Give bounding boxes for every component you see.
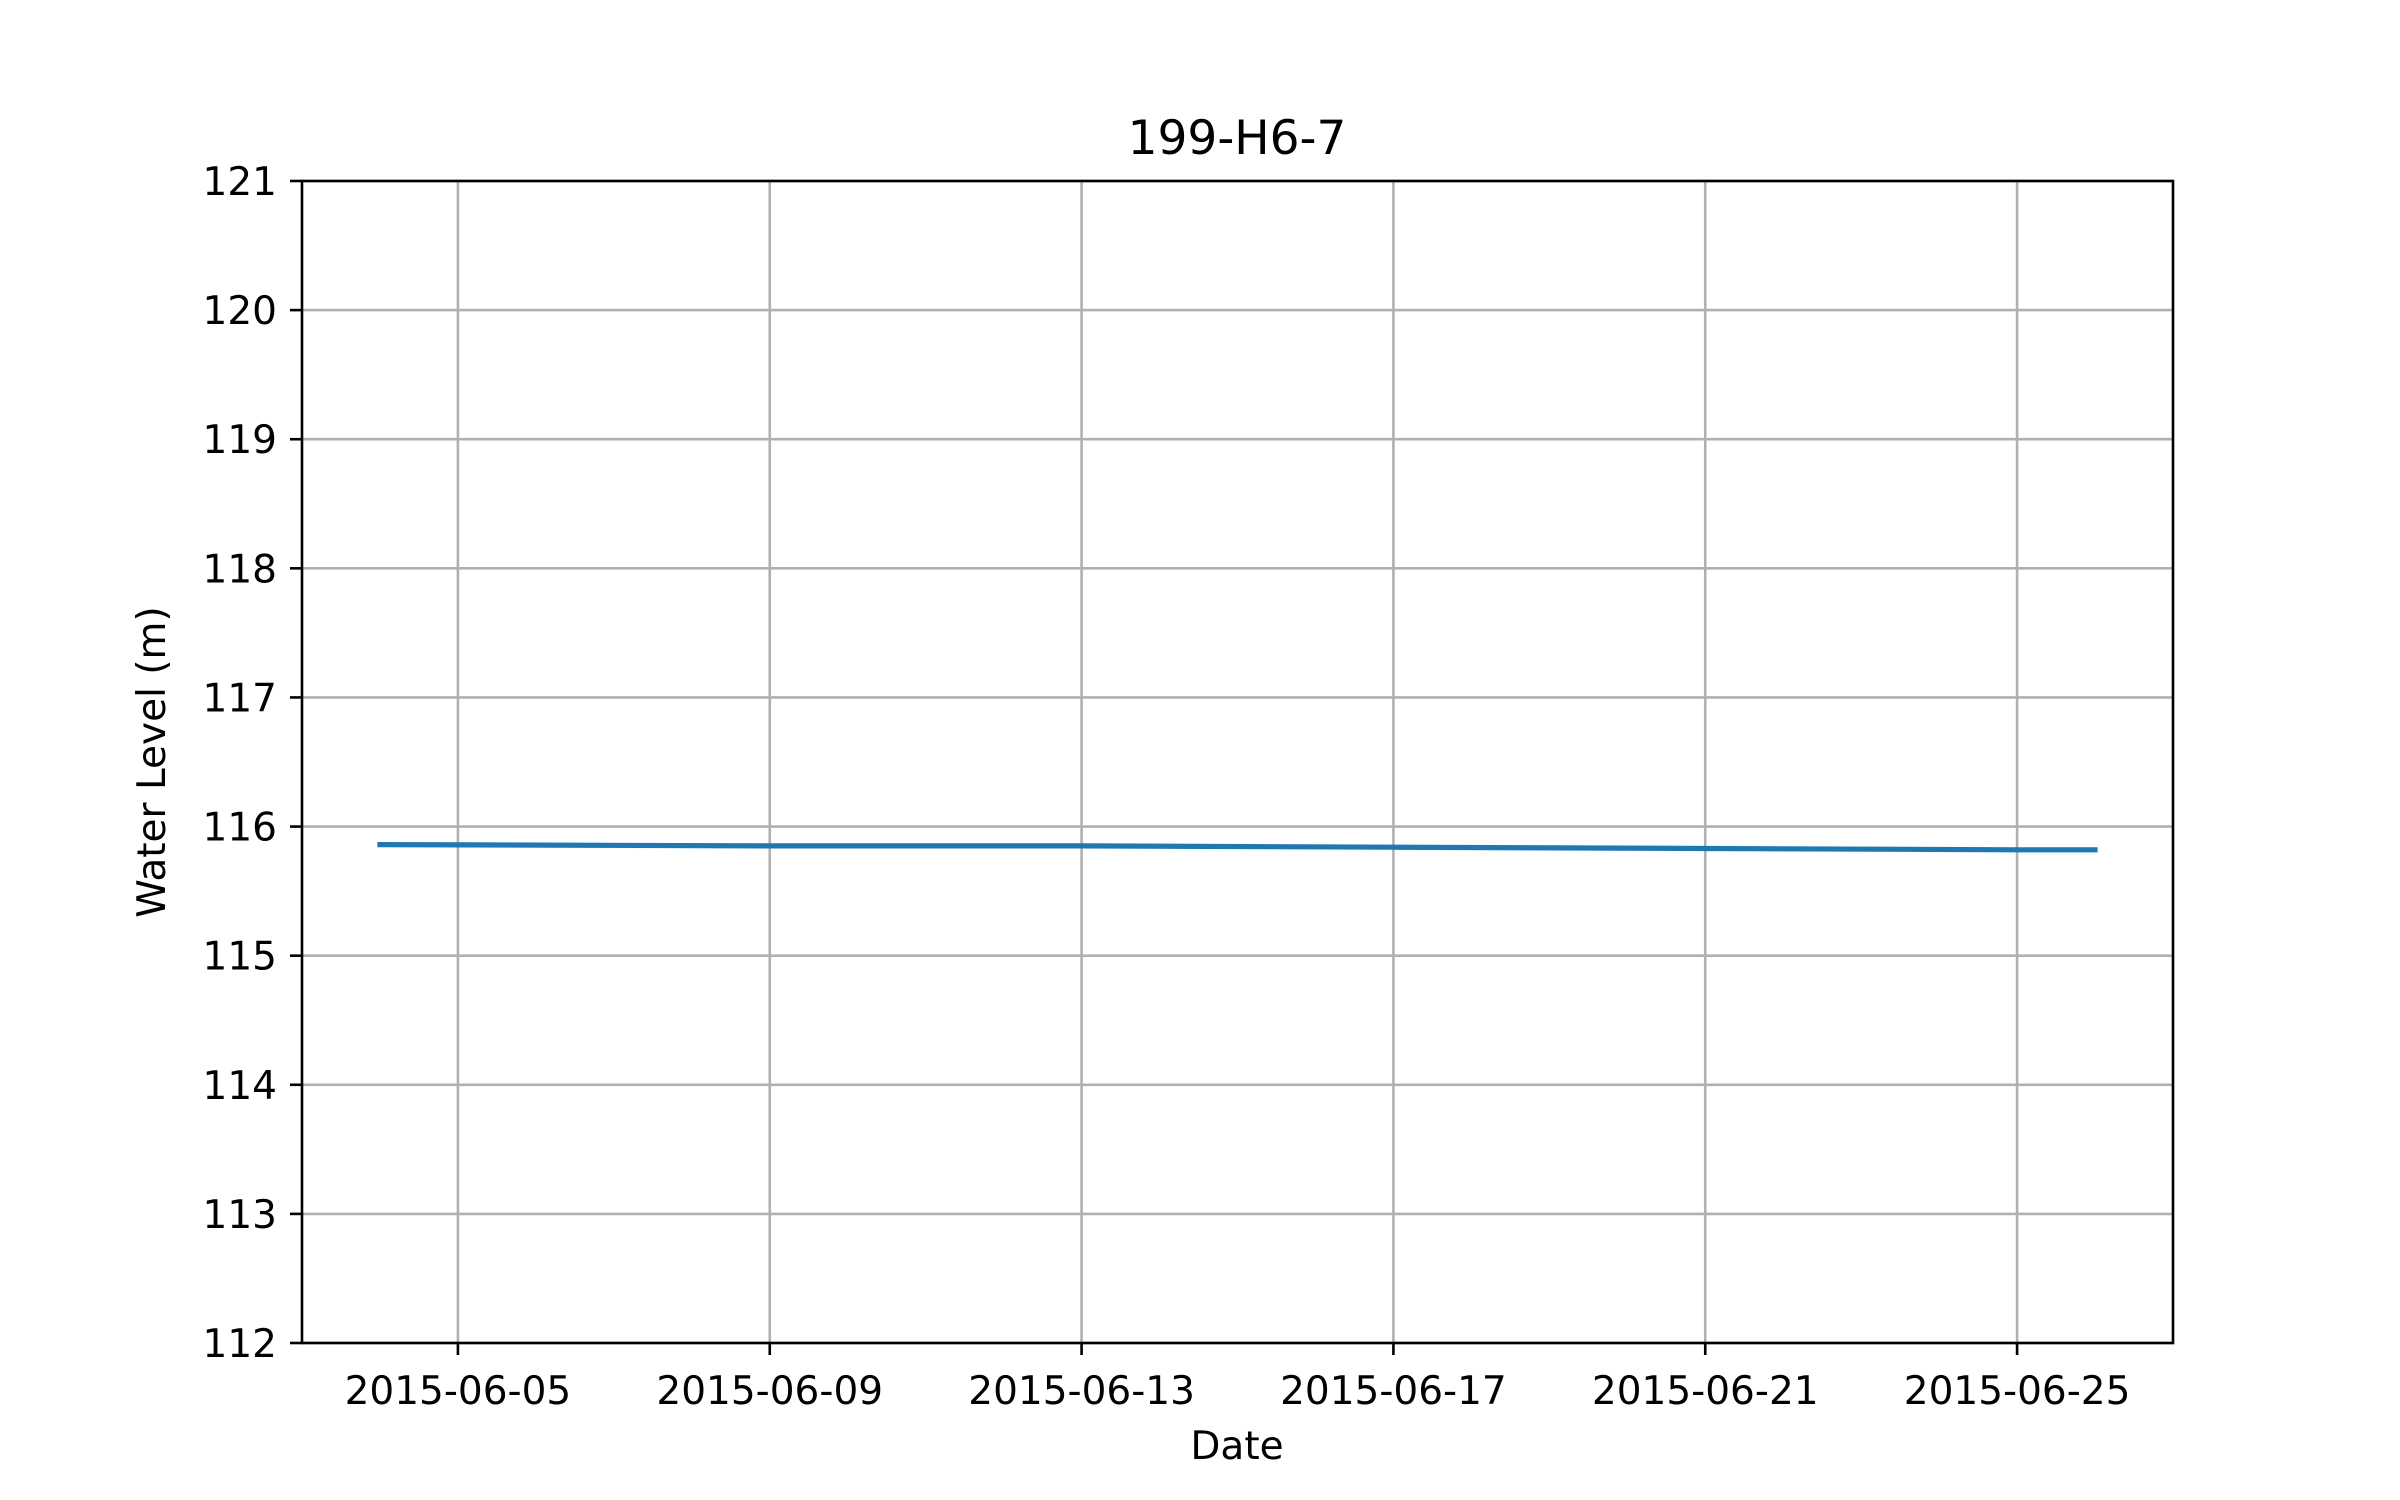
x-tick-label: 2015-06-17	[1280, 1369, 1507, 1414]
x-tick-label: 2015-06-13	[968, 1369, 1195, 1414]
series-line	[380, 845, 2095, 850]
y-tick-label: 118	[203, 547, 277, 592]
axis-ticks: 2015-06-05 2015-06-09 2015-06-13 2015-06-17…	[203, 160, 2131, 1414]
y-tick-label: 117	[203, 676, 277, 721]
y-tick-label: 113	[203, 1193, 277, 1238]
y-tick-label: 121	[203, 160, 277, 205]
x-tick-label: 2015-06-25	[1904, 1369, 2131, 1414]
y-tick-label: 120	[203, 289, 277, 334]
x-tick-label: 2015-06-21	[1592, 1369, 1819, 1414]
y-tick-label: 116	[203, 806, 277, 851]
x-tick-label: 2015-06-09	[656, 1369, 883, 1414]
y-tick-label: 114	[203, 1064, 277, 1109]
y-axis-label: Water Level (m)	[130, 606, 175, 917]
series-layer	[380, 845, 2095, 850]
chart-title: 199-H6-7	[1128, 111, 1347, 166]
x-tick-label: 2015-06-05	[345, 1369, 572, 1414]
y-tick-label: 115	[203, 935, 277, 980]
x-axis-label: Date	[1190, 1424, 1283, 1469]
grid-lines	[302, 181, 2173, 1343]
plot-frame	[302, 181, 2173, 1343]
y-tick-label: 119	[203, 418, 277, 463]
y-tick-label: 112	[203, 1322, 277, 1367]
